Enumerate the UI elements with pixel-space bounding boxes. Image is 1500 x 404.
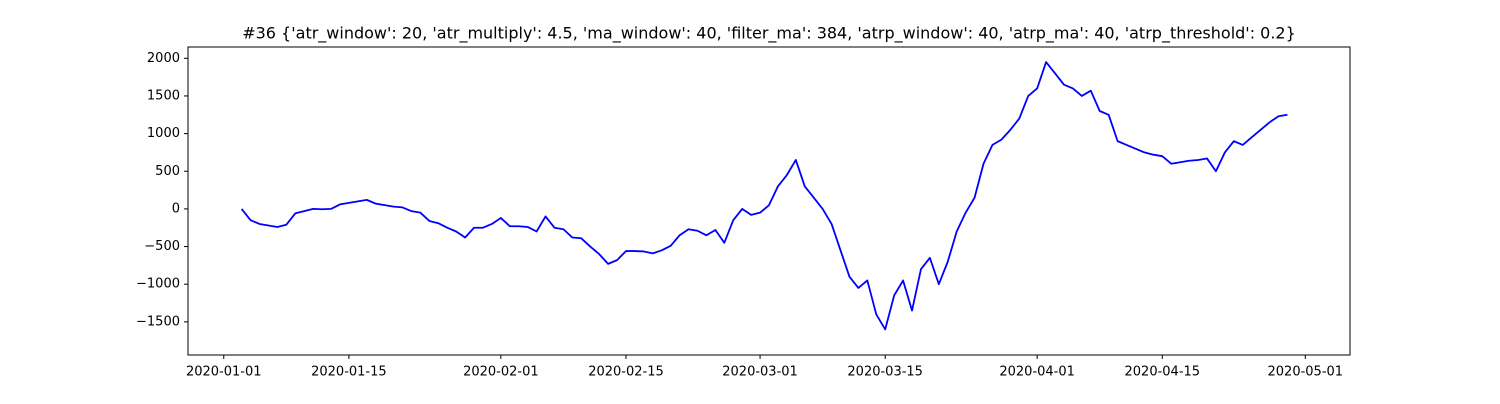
x-tick-label: 2020-01-15 bbox=[311, 365, 387, 380]
x-tick-label: 2020-02-01 bbox=[463, 365, 539, 380]
x-tick-label: 2020-03-01 bbox=[722, 365, 798, 380]
y-tick-label: 2000 bbox=[147, 51, 180, 66]
y-tick-label: −1500 bbox=[136, 314, 180, 329]
y-tick-label: 1500 bbox=[147, 88, 180, 103]
x-tick-label: 2020-04-01 bbox=[999, 365, 1075, 380]
y-tick-label: 1000 bbox=[147, 126, 180, 141]
y-tick-label: −1000 bbox=[136, 277, 180, 292]
x-tick-label: 2020-03-15 bbox=[847, 365, 923, 380]
chart-title: #36 {'atr_window': 20, 'atr_multiply': 4… bbox=[242, 24, 1296, 44]
line bbox=[240, 61, 1288, 331]
x-tick-label: 2020-02-15 bbox=[588, 365, 664, 380]
y-tick-label: −500 bbox=[144, 239, 180, 254]
x-tick-label: 2020-05-01 bbox=[1268, 365, 1344, 380]
y-tick-label: 500 bbox=[155, 164, 180, 179]
axes-frame bbox=[187, 46, 1351, 356]
x-tick-label: 2020-04-15 bbox=[1125, 365, 1201, 380]
y-tick-label: 0 bbox=[172, 201, 180, 216]
x-tick-label: 2020-01-01 bbox=[186, 365, 262, 380]
